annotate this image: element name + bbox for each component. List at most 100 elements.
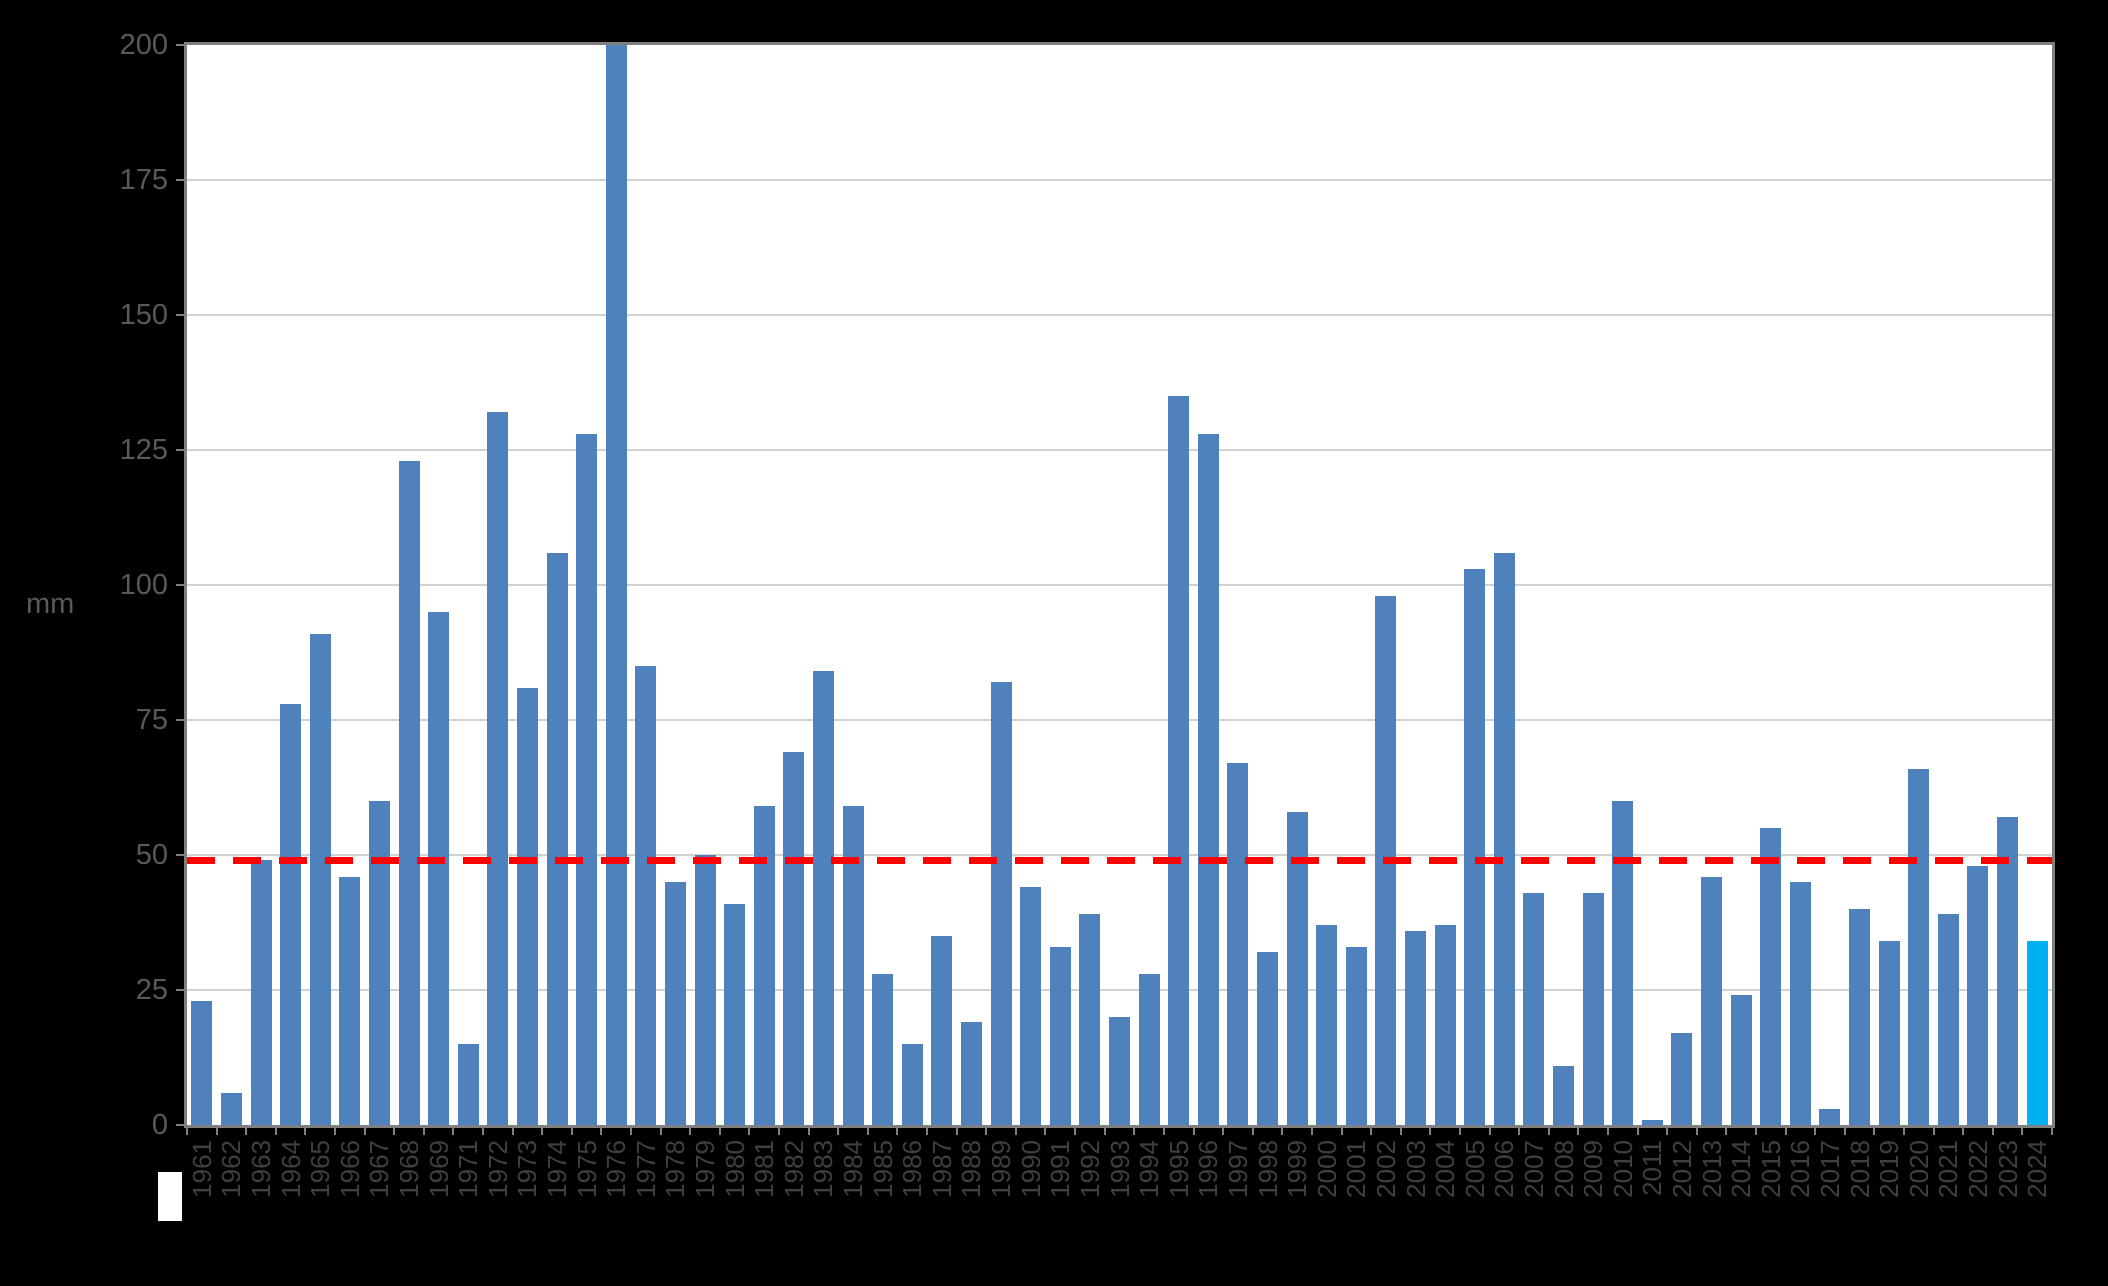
x-tick-mark-33 (1162, 1128, 1165, 1135)
x-axis-label-2015: 2015 (1755, 1140, 1786, 1198)
x-axis-label-2021: 2021 (1933, 1140, 1964, 1198)
average-reference-line (187, 857, 2052, 865)
bar-1990 (1020, 887, 1042, 1125)
x-tick-mark-14 (600, 1128, 603, 1135)
x-axis-label-1963: 1963 (246, 1140, 276, 1198)
x-tick-mark-18 (718, 1128, 721, 1135)
x-axis-label-1979: 1979 (690, 1140, 721, 1198)
bar-1986 (901, 1044, 923, 1125)
bar-1988 (960, 1022, 982, 1125)
bar-2009 (1582, 892, 1604, 1125)
x-tick-mark-46 (1547, 1128, 1550, 1135)
bar-2003 (1405, 930, 1427, 1125)
bar-1974 (546, 552, 568, 1125)
x-axis-label-1965: 1965 (305, 1140, 336, 1198)
x-tick-mark-8 (422, 1128, 425, 1135)
bar-2005 (1464, 568, 1486, 1125)
bar-1999 (1286, 811, 1308, 1125)
x-tick-mark-5 (334, 1128, 337, 1135)
x-axis-label-2010: 2010 (1607, 1140, 1638, 1198)
x-tick-mark-3 (274, 1128, 277, 1135)
x-axis-label-1994: 1994 (1134, 1140, 1165, 1198)
x-tick-mark-50 (1666, 1128, 1669, 1135)
bar-2000 (1316, 925, 1338, 1125)
y-tick-mark-75 (176, 719, 184, 721)
x-tick-mark-53 (1754, 1128, 1757, 1135)
x-tick-mark-35 (1222, 1128, 1225, 1135)
x-tick-mark-28 (1014, 1128, 1017, 1135)
bar-1989 (990, 682, 1012, 1125)
x-tick-mark-21 (807, 1128, 810, 1135)
x-axis-label-1997: 1997 (1222, 1140, 1253, 1198)
x-tick-mark-54 (1784, 1128, 1787, 1135)
x-tick-mark-20 (778, 1128, 781, 1135)
x-tick-mark-1 (215, 1128, 218, 1135)
x-axis-label-2012: 2012 (1666, 1140, 1697, 1198)
x-axis-label-2018: 2018 (1844, 1140, 1875, 1198)
bar-1975 (576, 433, 598, 1125)
x-axis-label-2013: 2013 (1696, 1140, 1727, 1198)
x-axis-label-1981: 1981 (749, 1140, 780, 1198)
bar-2008 (1553, 1065, 1575, 1125)
bar-2016 (1789, 882, 1811, 1125)
bar-1962 (220, 1092, 242, 1125)
bar-2012 (1671, 1033, 1693, 1125)
x-axis-label-1990: 1990 (1015, 1140, 1046, 1198)
legend-swatch (158, 1172, 182, 1221)
bar-1972 (487, 412, 509, 1125)
x-axis-label-1985: 1985 (867, 1140, 898, 1198)
y-tick-mark-125 (176, 449, 184, 451)
x-tick-mark-60 (1962, 1128, 1965, 1135)
x-tick-mark-38 (1310, 1128, 1313, 1135)
x-axis-label-1975: 1975 (571, 1140, 602, 1198)
bar-2022 (1967, 865, 1989, 1125)
x-axis-label-1989: 1989 (986, 1140, 1017, 1198)
y-tick-mark-50 (176, 854, 184, 856)
bar-1994 (1138, 973, 1160, 1125)
bar-1966 (339, 876, 361, 1125)
x-axis-label-1974: 1974 (542, 1140, 573, 1198)
bar-2023 (1997, 817, 2019, 1125)
y-tick-label-75: 75 (135, 704, 168, 736)
x-axis-label-2016: 2016 (1785, 1140, 1816, 1198)
bar-2014 (1730, 995, 1752, 1125)
x-axis-label-2003: 2003 (1400, 1140, 1431, 1198)
bar-1978 (664, 882, 686, 1125)
x-tick-mark-34 (1192, 1128, 1195, 1135)
bar-2006 (1493, 552, 1515, 1125)
x-tick-mark-10 (482, 1128, 485, 1135)
x-axis-label-1986: 1986 (897, 1140, 928, 1198)
bar-1987 (931, 936, 953, 1125)
bar-2004 (1434, 925, 1456, 1125)
x-axis-label-2000: 2000 (1311, 1140, 1342, 1198)
bar-1985 (872, 973, 894, 1125)
bar-1973 (516, 687, 538, 1125)
x-tick-mark-25 (926, 1128, 929, 1135)
x-axis-label-2006: 2006 (1489, 1140, 1520, 1198)
y-tick-label-200: 200 (119, 29, 168, 61)
gridline-150 (187, 314, 2052, 316)
y-tick-mark-0 (176, 1124, 184, 1126)
x-tick-mark-42 (1429, 1128, 1432, 1135)
bar-1965 (309, 633, 331, 1125)
y-tick-label-175: 175 (119, 164, 168, 196)
x-axis-label-1980: 1980 (719, 1140, 750, 1198)
y-tick-label-125: 125 (119, 434, 168, 466)
x-axis-label-2011: 2011 (1637, 1140, 1668, 1196)
x-tick-mark-23 (866, 1128, 869, 1135)
x-axis-label-1987: 1987 (926, 1140, 957, 1198)
y-tick-mark-100 (176, 584, 184, 586)
x-axis-label-1978: 1978 (660, 1140, 691, 1198)
x-tick-mark-41 (1399, 1128, 1402, 1135)
x-tick-mark-31 (1103, 1128, 1106, 1135)
x-axis-label-2004: 2004 (1430, 1140, 1461, 1198)
x-axis-label-1984: 1984 (838, 1140, 869, 1198)
x-axis-label-1999: 1999 (1282, 1140, 1313, 1198)
y-axis-title: mm (26, 588, 75, 620)
y-tick-label-100: 100 (119, 569, 168, 601)
x-axis-label-1964: 1964 (275, 1140, 306, 1198)
x-tick-mark-7 (393, 1128, 396, 1135)
x-tick-mark-12 (541, 1128, 544, 1135)
x-tick-mark-62 (2021, 1128, 2024, 1135)
